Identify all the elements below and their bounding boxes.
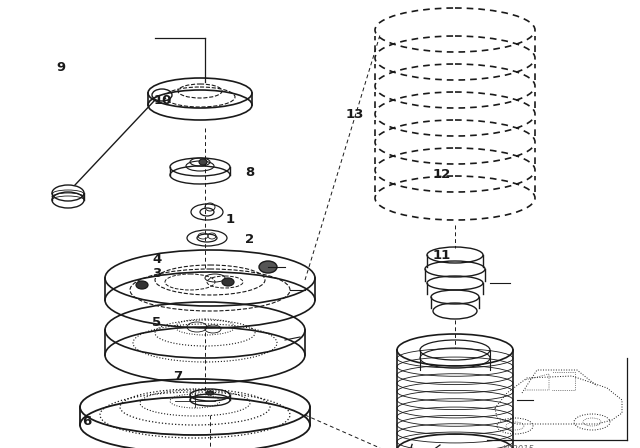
Text: 3: 3 xyxy=(152,267,161,280)
Text: 7: 7 xyxy=(173,370,182,383)
Text: 12: 12 xyxy=(433,168,451,181)
Text: 4: 4 xyxy=(152,253,161,267)
Text: 13: 13 xyxy=(346,108,364,121)
Text: 11: 11 xyxy=(433,249,451,262)
Ellipse shape xyxy=(136,281,148,289)
Text: 2: 2 xyxy=(245,233,254,246)
Text: 5: 5 xyxy=(152,316,161,329)
Text: 8: 8 xyxy=(245,166,254,179)
Ellipse shape xyxy=(206,391,214,395)
Text: 6: 6 xyxy=(82,414,91,428)
Text: JJ02015: JJ02015 xyxy=(502,445,534,448)
Ellipse shape xyxy=(259,261,277,273)
Text: 9: 9 xyxy=(56,60,65,74)
Ellipse shape xyxy=(199,159,207,165)
Text: 10: 10 xyxy=(154,94,172,108)
Text: 1: 1 xyxy=(226,213,235,226)
Ellipse shape xyxy=(222,278,234,286)
